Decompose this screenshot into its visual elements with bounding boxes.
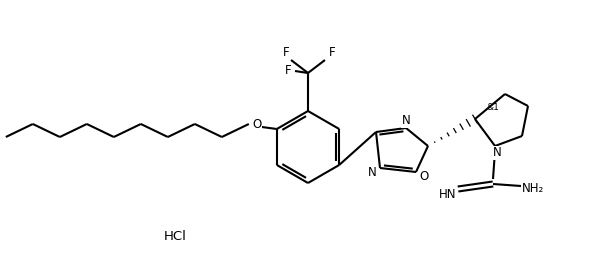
Text: NH₂: NH₂ [522, 183, 544, 196]
Text: F: F [283, 47, 289, 60]
Text: N: N [368, 165, 376, 178]
Text: &1: &1 [487, 103, 499, 112]
Text: O: O [420, 171, 429, 184]
Text: N: N [401, 115, 410, 128]
Text: F: F [284, 64, 291, 78]
Text: F: F [329, 47, 336, 60]
Text: HCl: HCl [164, 230, 186, 243]
Text: HN: HN [439, 187, 457, 200]
Text: O: O [252, 118, 261, 131]
Text: N: N [493, 147, 501, 159]
